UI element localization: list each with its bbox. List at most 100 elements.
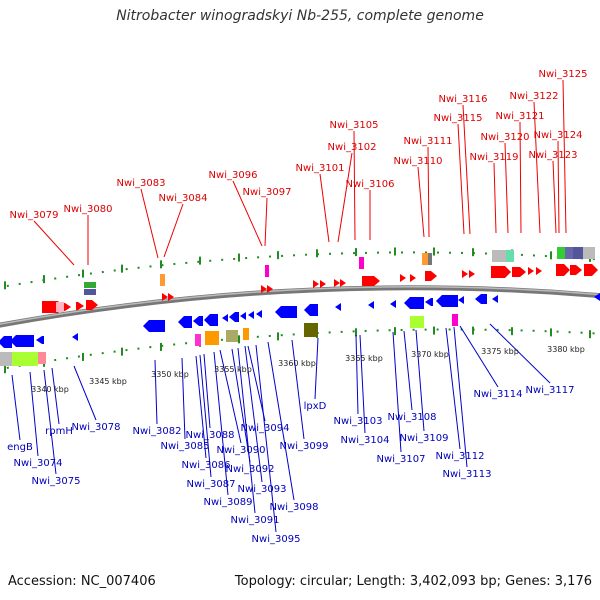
gene-label-nwi-3097[interactable]: Nwi_3097 bbox=[243, 187, 292, 198]
gene-block[interactable] bbox=[573, 247, 583, 259]
forward-gene-arrow[interactable] bbox=[570, 265, 582, 275]
reverse-gene-arrow[interactable] bbox=[594, 293, 600, 301]
gene-label-nwi-3116[interactable]: Nwi_3116 bbox=[439, 94, 488, 105]
gene-label-nwi-3108[interactable]: Nwi_3108 bbox=[388, 412, 437, 423]
reverse-gene-arrow[interactable] bbox=[475, 294, 487, 304]
gene-label-nwi-3124[interactable]: Nwi_3124 bbox=[534, 130, 583, 141]
gene-block[interactable] bbox=[506, 250, 514, 262]
gene-label-nwi-3119[interactable]: Nwi_3119 bbox=[470, 152, 519, 163]
reverse-gene-arrow[interactable] bbox=[390, 300, 396, 308]
forward-gene-arrow[interactable] bbox=[410, 274, 416, 282]
forward-gene-arrow[interactable] bbox=[528, 267, 534, 275]
gene-label-nwi-3075[interactable]: Nwi_3075 bbox=[32, 476, 81, 487]
gene-label-nwi-3107[interactable]: Nwi_3107 bbox=[377, 454, 426, 465]
gene-label-nwi-3110[interactable]: Nwi_3110 bbox=[394, 156, 443, 167]
gene-label-nwi-3086[interactable]: Nwi_3086 bbox=[182, 460, 231, 471]
gene-label-nwi-3122[interactable]: Nwi_3122 bbox=[510, 91, 559, 102]
gene-label-nwi-3074[interactable]: Nwi_3074 bbox=[14, 458, 63, 469]
forward-gene-arrow[interactable] bbox=[320, 280, 326, 288]
reverse-gene-arrow[interactable] bbox=[36, 336, 44, 344]
gene-label-nwi-3091[interactable]: Nwi_3091 bbox=[231, 515, 280, 526]
gene-label-nwi-3109[interactable]: Nwi_3109 bbox=[400, 433, 449, 444]
forward-gene-arrow[interactable] bbox=[76, 302, 84, 310]
reverse-gene-arrow[interactable] bbox=[492, 295, 498, 303]
forward-gene-arrow[interactable] bbox=[491, 266, 511, 278]
forward-gene-arrow[interactable] bbox=[162, 293, 168, 301]
forward-gene-arrow[interactable] bbox=[512, 267, 526, 277]
gene-block[interactable] bbox=[84, 289, 96, 295]
forward-gene-arrow[interactable] bbox=[86, 300, 98, 310]
forward-gene-arrow[interactable] bbox=[340, 279, 346, 287]
gene-block[interactable] bbox=[195, 334, 201, 346]
gene-label-nwi-3084[interactable]: Nwi_3084 bbox=[159, 193, 208, 204]
gene-label-nwi-3089[interactable]: Nwi_3089 bbox=[204, 497, 253, 508]
gene-block[interactable] bbox=[557, 247, 565, 259]
reverse-gene-arrow[interactable] bbox=[178, 316, 192, 328]
gene-label-nwi-3096[interactable]: Nwi_3096 bbox=[209, 170, 258, 181]
gene-block[interactable] bbox=[410, 316, 424, 328]
forward-gene-arrow[interactable] bbox=[334, 279, 340, 287]
reverse-gene-arrow[interactable] bbox=[0, 336, 12, 348]
gene-label-nwi-3106[interactable]: Nwi_3106 bbox=[346, 179, 395, 190]
gene-label-lpxd[interactable]: lpxD bbox=[304, 401, 327, 412]
forward-gene-arrow[interactable] bbox=[536, 267, 542, 275]
gene-block[interactable] bbox=[492, 250, 506, 262]
gene-label-nwi-3094[interactable]: Nwi_3094 bbox=[241, 423, 290, 434]
gene-block[interactable] bbox=[84, 282, 96, 288]
gene-label-nwi-3079[interactable]: Nwi_3079 bbox=[10, 210, 59, 221]
reverse-gene-arrow[interactable] bbox=[425, 298, 433, 306]
gene-label-nwi-3117[interactable]: Nwi_3117 bbox=[526, 385, 575, 396]
gene-label-nwi-3098[interactable]: Nwi_3098 bbox=[270, 502, 319, 513]
gene-block[interactable] bbox=[583, 247, 595, 259]
reverse-gene-arrow[interactable] bbox=[193, 316, 203, 326]
gene-label-engb[interactable]: engB bbox=[7, 442, 33, 453]
reverse-gene-arrow[interactable] bbox=[240, 312, 246, 320]
gene-label-nwi-3088[interactable]: Nwi_3088 bbox=[186, 430, 235, 441]
gene-label-nwi-3125[interactable]: Nwi_3125 bbox=[539, 69, 588, 80]
reverse-gene-arrow[interactable] bbox=[368, 301, 374, 309]
reverse-gene-arrow[interactable] bbox=[229, 312, 239, 322]
gene-label-nwi-3113[interactable]: Nwi_3113 bbox=[443, 469, 492, 480]
reverse-gene-arrow[interactable] bbox=[256, 310, 262, 318]
gene-label-nwi-3087[interactable]: Nwi_3087 bbox=[187, 479, 236, 490]
reverse-gene-arrow[interactable] bbox=[222, 314, 228, 322]
gene-label-nwi-3092[interactable]: Nwi_3092 bbox=[226, 464, 275, 475]
forward-gene-arrow[interactable] bbox=[556, 264, 570, 276]
gene-label-nwi-3095[interactable]: Nwi_3095 bbox=[252, 534, 301, 545]
gene-label-nwi-3078[interactable]: Nwi_3078 bbox=[72, 422, 121, 433]
reverse-gene-arrow[interactable] bbox=[143, 320, 165, 332]
gene-label-nwi-3090[interactable]: Nwi_3090 bbox=[217, 445, 266, 456]
gene-block[interactable] bbox=[38, 352, 46, 364]
gene-block[interactable] bbox=[160, 274, 165, 286]
reverse-gene-arrow[interactable] bbox=[275, 306, 297, 318]
forward-gene-arrow[interactable] bbox=[425, 271, 437, 281]
gene-label-nwi-3123[interactable]: Nwi_3123 bbox=[529, 150, 578, 161]
gene-label-nwi-3111[interactable]: Nwi_3111 bbox=[404, 136, 453, 147]
forward-gene-arrow[interactable] bbox=[400, 274, 406, 282]
forward-gene-arrow[interactable] bbox=[267, 285, 273, 293]
gene-label-nwi-3120[interactable]: Nwi_3120 bbox=[481, 132, 530, 143]
gene-label-nwi-3114[interactable]: Nwi_3114 bbox=[474, 389, 523, 400]
gene-block[interactable] bbox=[422, 253, 432, 265]
gene-label-nwi-3115[interactable]: Nwi_3115 bbox=[434, 113, 483, 124]
gene-block[interactable] bbox=[452, 314, 458, 326]
reverse-gene-arrow[interactable] bbox=[10, 335, 34, 347]
gene-label-nwi-3085[interactable]: Nwi_3085 bbox=[161, 441, 210, 452]
forward-gene-arrow[interactable] bbox=[462, 270, 468, 278]
reverse-gene-arrow[interactable] bbox=[335, 303, 341, 311]
forward-gene-arrow[interactable] bbox=[362, 276, 380, 286]
gene-block[interactable] bbox=[56, 302, 64, 312]
reverse-gene-arrow[interactable] bbox=[304, 304, 318, 316]
gene-block[interactable] bbox=[428, 253, 432, 265]
forward-gene-arrow[interactable] bbox=[63, 303, 71, 311]
gene-label-nwi-3082[interactable]: Nwi_3082 bbox=[133, 426, 182, 437]
gene-label-nwi-3080[interactable]: Nwi_3080 bbox=[64, 204, 113, 215]
gene-label-nwi-3101[interactable]: Nwi_3101 bbox=[296, 163, 345, 174]
gene-block[interactable] bbox=[304, 323, 318, 337]
forward-gene-arrow[interactable] bbox=[313, 280, 319, 288]
reverse-gene-arrow[interactable] bbox=[404, 297, 424, 309]
gene-block[interactable] bbox=[565, 247, 573, 259]
reverse-gene-arrow[interactable] bbox=[248, 311, 254, 319]
reverse-gene-arrow[interactable] bbox=[458, 296, 464, 304]
forward-gene-arrow[interactable] bbox=[584, 264, 598, 276]
